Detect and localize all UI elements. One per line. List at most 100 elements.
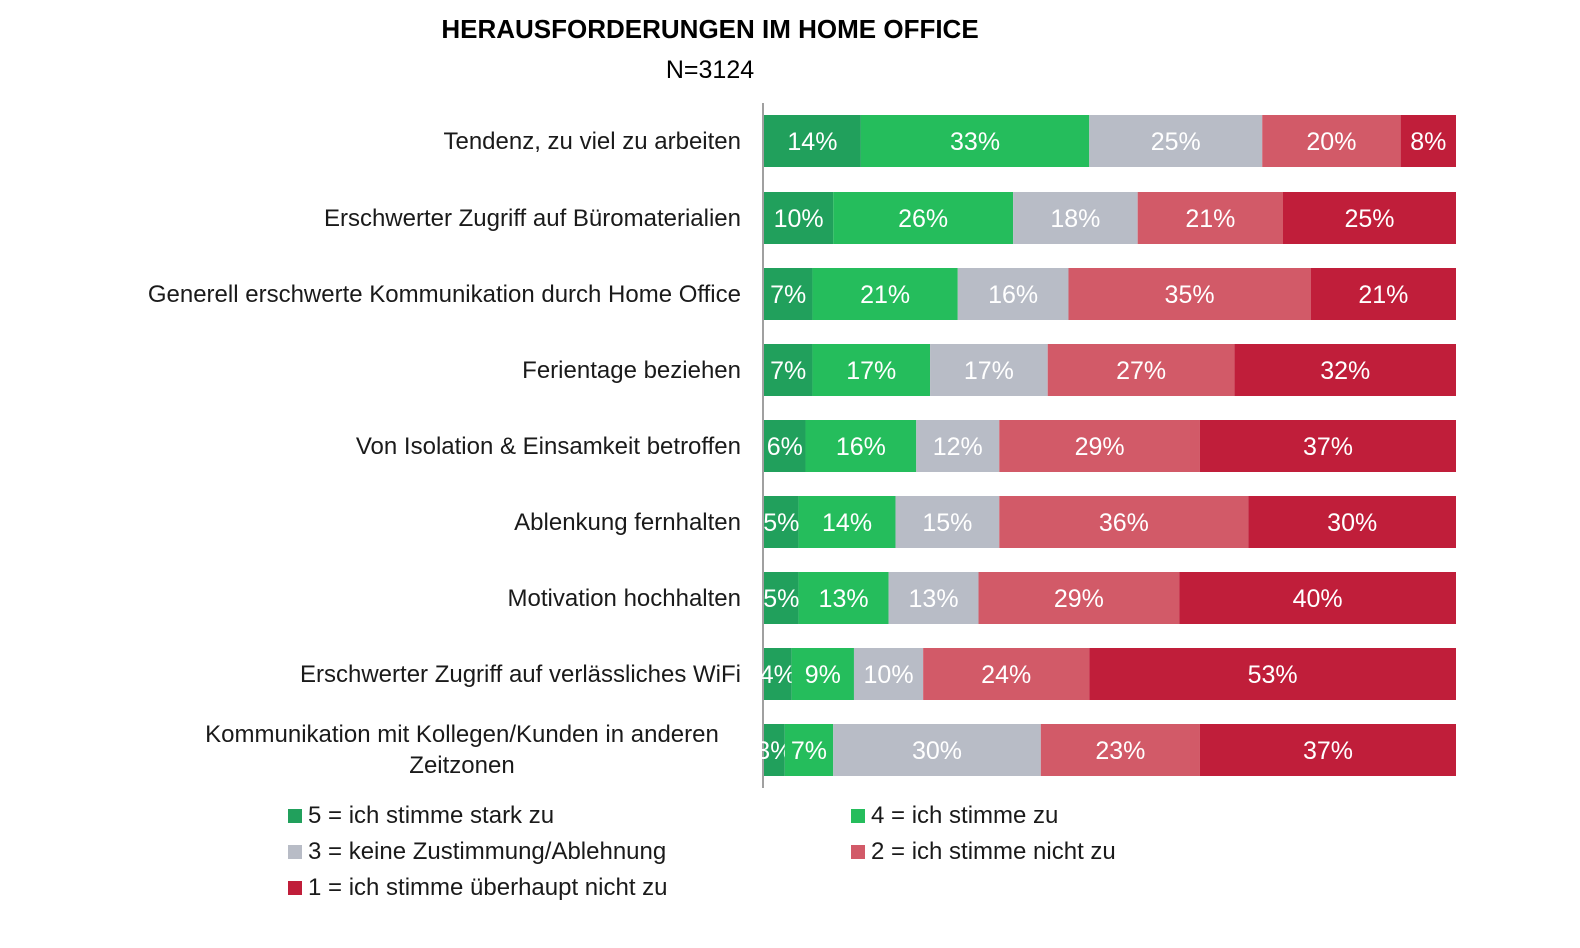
bar-segment: [916, 420, 1000, 472]
bar-segment: [1089, 648, 1456, 700]
bar-segment: [812, 344, 931, 396]
data-label: 10%: [864, 661, 914, 689]
category-label: Erschwerter Zugriff auf Büromaterialien: [324, 205, 741, 232]
data-label: 36%: [1099, 509, 1149, 537]
bar-segment: [1310, 268, 1456, 320]
data-label: 25%: [1344, 205, 1394, 233]
data-label: 21%: [1358, 281, 1408, 309]
category-label: Erschwerter Zugriff auf verlässliches Wi…: [300, 661, 741, 688]
legend-label: 5 = ich stimme stark zu: [308, 802, 555, 829]
bar-segment: [1013, 192, 1138, 244]
bar-segment: [805, 420, 917, 472]
data-label: 32%: [1320, 357, 1370, 385]
bar-segment: [1040, 724, 1200, 776]
legend-item: 5 = ich stimme stark zu: [288, 802, 554, 830]
category-label: Motivation hochhalten: [508, 585, 741, 612]
data-label: 27%: [1116, 357, 1166, 385]
bar-segment: [1283, 192, 1456, 244]
bar-segment: [764, 192, 834, 244]
data-label: 33%: [950, 128, 1000, 156]
data-label: 10%: [774, 205, 824, 233]
bar-segment: [784, 724, 834, 776]
bar-segment: [1137, 192, 1283, 244]
legend-item: 1 = ich stimme überhaupt nicht zu: [288, 874, 668, 902]
legend-label: 4 = ich stimme zu: [871, 802, 1059, 829]
data-label: 13%: [909, 585, 959, 613]
bar-segment: [764, 268, 813, 320]
bar-segment: [999, 420, 1200, 472]
bar-segment: [1068, 268, 1311, 320]
bar-segment: [1400, 115, 1456, 167]
bar-segment: [999, 496, 1249, 548]
data-label: 17%: [846, 357, 896, 385]
bar-segment: [923, 648, 1090, 700]
legend-swatch: [851, 845, 865, 859]
bar-segment: [860, 115, 1090, 167]
data-label: 37%: [1303, 433, 1353, 461]
category-label: Ferientage beziehen: [522, 357, 741, 384]
data-label: 17%: [964, 357, 1014, 385]
bar-segment: [833, 192, 1014, 244]
data-label: 6%: [767, 433, 803, 461]
data-label: 7%: [770, 281, 806, 309]
bar-segment: [764, 344, 813, 396]
bar-segment: [978, 572, 1180, 624]
data-label: 16%: [988, 281, 1038, 309]
bar-segment: [798, 496, 896, 548]
bar-segment: [764, 496, 799, 548]
bar-segment: [764, 724, 785, 776]
bar-segment: [764, 420, 806, 472]
data-label: 9%: [805, 661, 841, 689]
category-label: Generell erschwerte Kommunikation durch …: [148, 281, 741, 308]
legend-label: 1 = ich stimme überhaupt nicht zu: [308, 874, 668, 901]
bar-segment: [1199, 724, 1456, 776]
data-label: 25%: [1151, 128, 1201, 156]
legend-swatch: [288, 809, 302, 823]
category-label: Kommunikation mit Kollegen/Kunden in and…: [205, 721, 719, 779]
data-label: 14%: [822, 509, 872, 537]
legend-item: 2 = ich stimme nicht zu: [851, 838, 1116, 866]
data-label: 30%: [912, 737, 962, 765]
bar-segment: [764, 572, 799, 624]
bar-segment: [764, 115, 861, 167]
legend-label: 3 = keine Zustimmung/Ablehnung: [308, 838, 667, 865]
data-label: 53%: [1248, 661, 1298, 689]
data-label: 7%: [770, 357, 806, 385]
legend-item: 4 = ich stimme zu: [851, 802, 1058, 830]
data-label: 30%: [1327, 509, 1377, 537]
data-label: 21%: [860, 281, 910, 309]
bar-segment: [791, 648, 854, 700]
category-label: Von Isolation & Einsamkeit betroffen: [356, 433, 741, 460]
data-label: 40%: [1293, 585, 1343, 613]
data-label: 20%: [1306, 128, 1356, 156]
legend-swatch: [851, 809, 865, 823]
bar-segment: [833, 724, 1041, 776]
data-label: 8%: [1410, 128, 1446, 156]
category-label: Tendenz, zu viel zu arbeiten: [443, 128, 741, 155]
data-label: 21%: [1185, 205, 1235, 233]
data-label: 12%: [933, 433, 983, 461]
bar-segment: [798, 572, 889, 624]
data-label: 26%: [898, 205, 948, 233]
bar-segment: [853, 648, 924, 700]
bar-segment: [895, 496, 1000, 548]
data-label: 13%: [819, 585, 869, 613]
data-label: 4%: [760, 661, 796, 689]
bar-segment: [1234, 344, 1456, 396]
data-label: 14%: [787, 128, 837, 156]
category-label: Ablenkung fernhalten: [514, 509, 741, 536]
data-label: 29%: [1054, 585, 1104, 613]
data-label: 15%: [922, 509, 972, 537]
bar-segment: [1248, 496, 1456, 548]
bar-segment: [1047, 344, 1235, 396]
bar-segment: [812, 268, 958, 320]
legend-item: 3 = keine Zustimmung/Ablehnung: [288, 838, 666, 866]
data-label: 16%: [836, 433, 886, 461]
chart-title: HERAUSFORDERUNGEN IM HOME OFFICE: [441, 14, 979, 44]
data-label: 29%: [1075, 433, 1125, 461]
legend-swatch: [288, 881, 302, 895]
bar-segment: [1199, 420, 1456, 472]
legend-swatch: [288, 845, 302, 859]
bar-segment: [764, 648, 792, 700]
